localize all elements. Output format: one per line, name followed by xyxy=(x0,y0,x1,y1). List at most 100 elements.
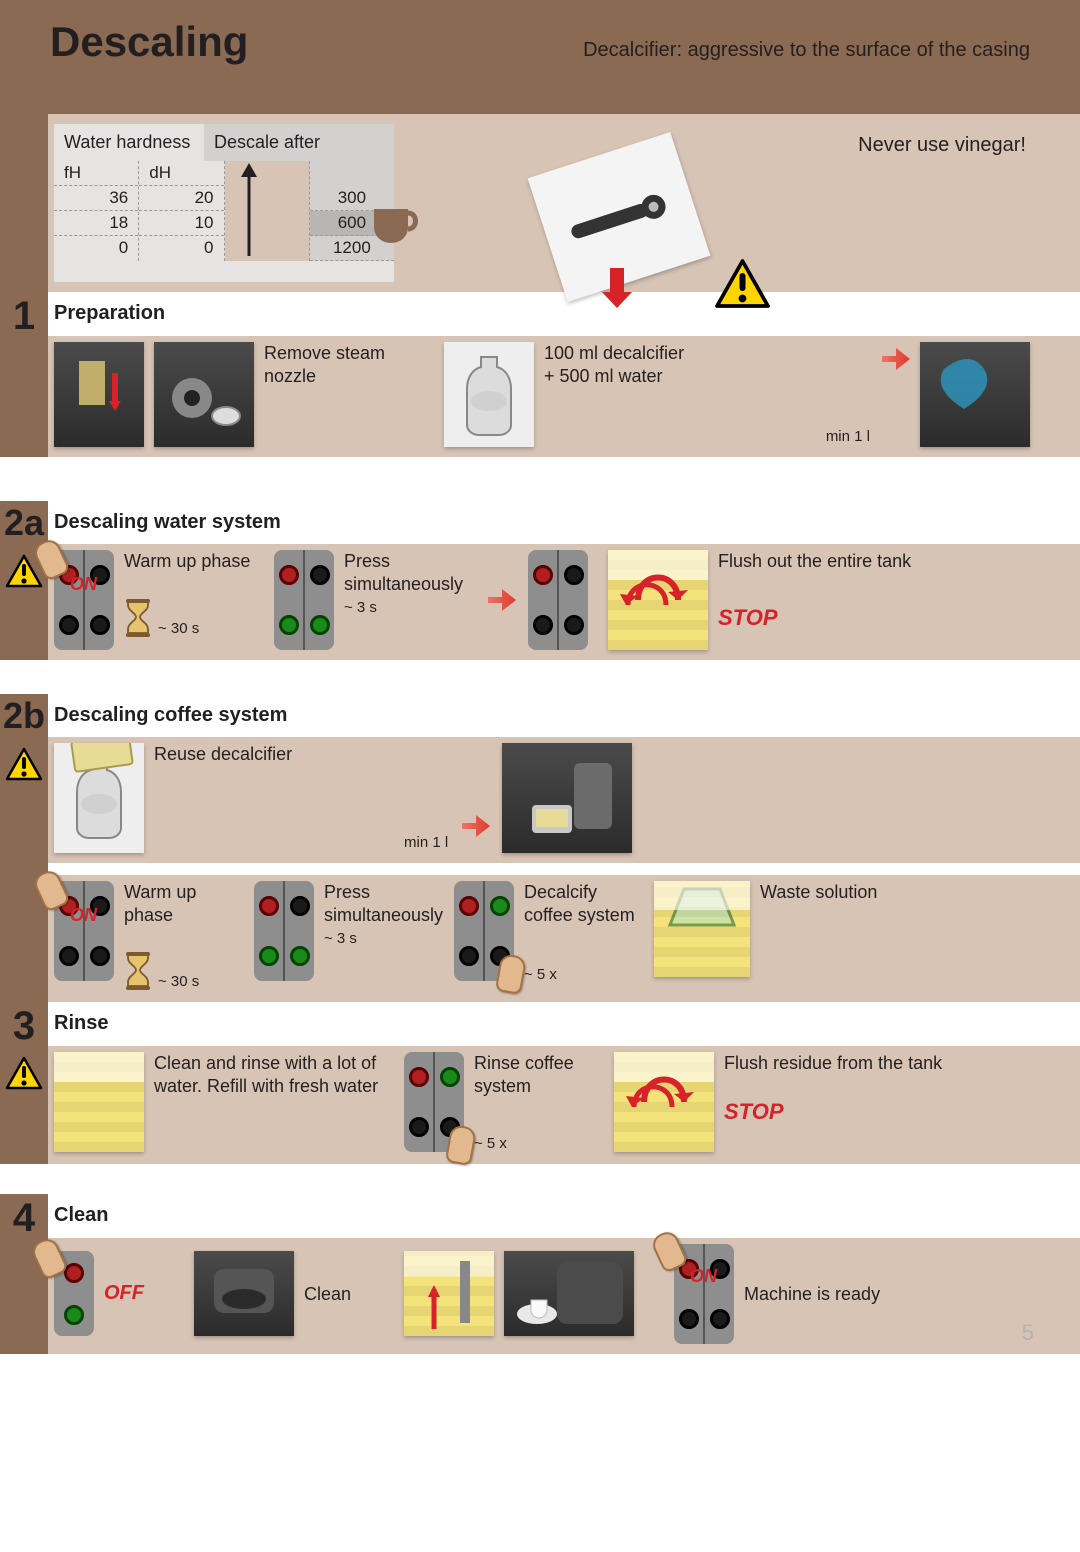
page: Descaling Decalcifier: aggressive to the… xyxy=(0,0,1080,1354)
remove-nozzle-label: Remove steam nozzle xyxy=(264,342,434,387)
arrow-right-icon xyxy=(458,809,492,843)
t30-label: ~ 30 s xyxy=(158,620,199,639)
flush-residue-label: Flush residue from the tank xyxy=(724,1052,1030,1075)
hardness-section: Water hardness Descale after fH 36 18 0 … xyxy=(0,114,1080,292)
x5-label: ~ 5 x xyxy=(474,1135,604,1154)
ready-label: Machine is ready xyxy=(744,1283,894,1306)
control-panel-press xyxy=(274,550,334,650)
reuse-bottle-image xyxy=(54,743,144,853)
on-label: ON xyxy=(70,905,97,926)
step2b-num: 2b xyxy=(3,698,45,734)
step2b-strip2: ON Warm up phase ~ 30 s Press simultaneo… xyxy=(0,875,1080,1002)
press-label: Press simultaneously xyxy=(324,881,444,926)
clean-refill-label: Clean and rinse with a lot of water. Ref… xyxy=(154,1052,394,1097)
stop-label: STOP xyxy=(724,1099,1030,1125)
warm-label: Warm up phase xyxy=(124,881,244,926)
flush-image xyxy=(608,550,708,650)
dh-v1: 10 xyxy=(139,211,223,236)
arrow-right-icon xyxy=(878,342,912,376)
clean-machine-image xyxy=(194,1251,294,1336)
on-label: ON xyxy=(690,1266,717,1287)
fh-v0: 36 xyxy=(54,186,138,211)
step2a-strip: ON Warm up phase ~ 30 s Press simultaneo… xyxy=(0,544,1080,660)
fill-tank-image xyxy=(920,342,1030,447)
machine-image xyxy=(54,342,144,447)
ready-machine-image xyxy=(504,1251,634,1336)
dh-v0: 20 xyxy=(139,186,223,211)
warning-icon xyxy=(714,258,774,312)
step1-title-row: 1 Preparation xyxy=(0,292,1080,336)
spacer xyxy=(0,457,1080,501)
step1-title: Preparation xyxy=(54,292,1030,335)
page-number: 5 xyxy=(1022,1320,1034,1346)
step4-title-row: 4 Clean xyxy=(0,1194,1080,1238)
step3-title-row: 3 Rinse xyxy=(0,1002,1080,1046)
step2a-title-row: 2a Descaling water system xyxy=(0,501,1080,544)
fh-v1: 18 xyxy=(54,211,138,236)
curve-arrows-icon xyxy=(608,550,708,650)
stop-label: STOP xyxy=(718,605,1030,631)
page-subtitle: Decalcifier: aggressive to the surface o… xyxy=(583,39,1030,62)
hardness-col2-title: Descale after xyxy=(204,124,394,161)
dh-v2: 0 xyxy=(139,236,223,260)
waste-label: Waste solution xyxy=(760,881,890,904)
x5-label: ~ 5 x xyxy=(524,966,644,985)
warning-icon xyxy=(5,747,43,781)
min1l-label-2: min 1 l xyxy=(404,834,448,853)
waste-image xyxy=(654,881,750,977)
press-label: Press simultaneously xyxy=(344,550,474,595)
step2b-title: Descaling coffee system xyxy=(54,694,1030,737)
machine-pour-image xyxy=(502,743,632,853)
flush-residue-image xyxy=(614,1052,714,1152)
off-label: OFF xyxy=(104,1282,144,1305)
hardness-arrow-icon xyxy=(229,161,269,261)
hourglass-icon xyxy=(124,952,152,992)
mix-label: 100 ml decalcifier + 500 ml water xyxy=(544,342,694,387)
bottle-image xyxy=(444,342,534,447)
rinse-tank-image xyxy=(54,1052,144,1152)
up-arrow-icon xyxy=(404,1251,494,1336)
spacer xyxy=(0,84,1080,114)
fh-v2: 0 xyxy=(54,236,138,260)
hourglass-icon xyxy=(124,599,152,639)
control-panel-result xyxy=(528,550,588,650)
decalcify-label: Decalcify coffee system xyxy=(524,881,644,926)
step4-title: Clean xyxy=(54,1194,1030,1237)
down-arrow-icon xyxy=(600,266,634,310)
on-label: ON xyxy=(70,574,97,595)
t30-label: ~ 30 s xyxy=(158,973,199,992)
t3-label: ~ 3 s xyxy=(344,599,474,618)
clean-label: Clean xyxy=(304,1283,394,1306)
hardness-table: Water hardness Descale after fH 36 18 0 … xyxy=(54,124,394,282)
step2a-title: Descaling water system xyxy=(54,501,1030,544)
spacer xyxy=(0,1164,1080,1194)
rinse-coffee-label: Rinse coffee system xyxy=(474,1052,604,1097)
step1-num: 1 xyxy=(13,296,35,336)
fh-label: fH xyxy=(54,161,138,186)
spacer xyxy=(0,863,1080,875)
step2a-num: 2a xyxy=(4,505,44,541)
dh-label: dH xyxy=(139,161,223,186)
arrow-right-icon xyxy=(484,583,518,617)
step4-strip: OFF Clean xyxy=(0,1238,1080,1354)
step3-strip: Clean and rinse with a lot of water. Ref… xyxy=(0,1046,1080,1164)
t3-label: ~ 3 s xyxy=(324,930,444,949)
step2b-strip1: Reuse decalcifier min 1 l xyxy=(0,737,1080,863)
warm-label: Warm up phase xyxy=(124,550,264,573)
warning-icon xyxy=(5,1056,43,1090)
header: Descaling Decalcifier: aggressive to the… xyxy=(0,0,1080,84)
nozzle-remove-image xyxy=(154,342,254,447)
step3-title: Rinse xyxy=(54,1002,1030,1045)
gutter xyxy=(0,114,48,292)
spacer xyxy=(0,660,1080,694)
reuse-label: Reuse decalcifier xyxy=(154,743,324,766)
step4-num: 4 xyxy=(13,1198,35,1238)
cup-icon xyxy=(368,203,424,247)
control-panel-press xyxy=(254,881,314,981)
never-vinegar: Never use vinegar! xyxy=(858,124,1030,282)
nozzle-clean-image xyxy=(404,1251,494,1336)
flush-label: Flush out the entire tank xyxy=(718,550,1030,573)
step1-strip: Remove steam nozzle 100 ml decalcifier +… xyxy=(0,336,1080,457)
step3-num: 3 xyxy=(13,1006,35,1046)
min1l-label: min 1 l xyxy=(826,428,870,447)
